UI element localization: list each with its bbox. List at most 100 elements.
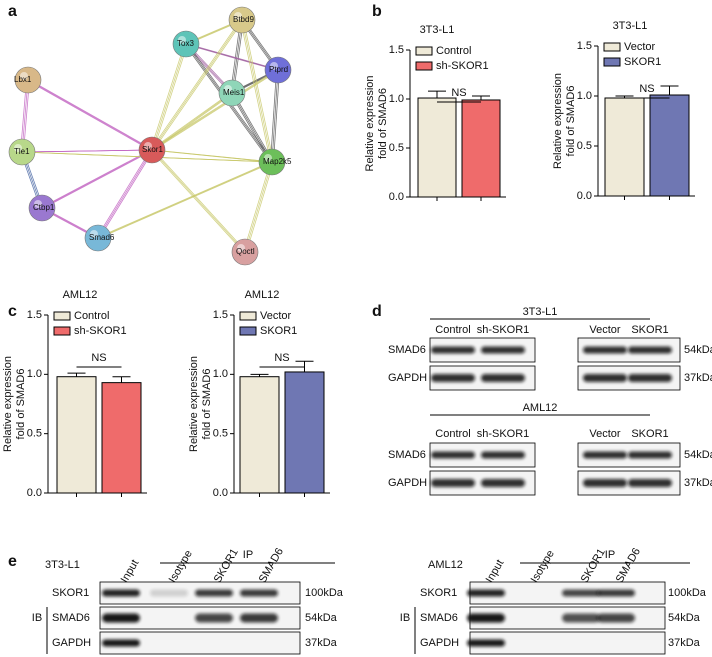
node-label: Skor1 [142,145,163,154]
y-tick-label: 0.5 [389,142,404,154]
legend-label: sh-SKOR1 [74,325,127,337]
network-edge [151,43,187,151]
lane-label: SMAD6 [257,546,286,585]
size-label: 100kDa [305,587,344,599]
y-tick-label: 0.5 [577,140,592,152]
panel-label: d [372,303,382,320]
node-label: Lbx1 [14,75,32,84]
bar [101,382,142,494]
blot-band [467,589,505,597]
network-edge [97,149,153,239]
chart-title: 3T3-L1 [613,20,648,32]
size-label: 37kDa [668,637,701,649]
network-edge [43,149,154,209]
network-edge [184,43,277,71]
blot-band [102,589,140,597]
lane-label: Input [119,558,142,585]
y-tick-label: 1.0 [389,93,404,105]
y-tick-label: 1.5 [27,309,42,321]
legend-label: Vector [260,310,292,322]
network-edge [26,79,151,151]
network-edge [99,161,274,239]
legend-label: SKOR1 [260,325,297,337]
legend-swatch [53,326,71,336]
node-label: Qoctl [236,247,255,256]
network-edge [96,161,271,239]
cell-line-label: 3T3-L1 [45,559,80,571]
lane-label: Isotype [167,548,195,585]
blot-band [562,589,600,597]
significance-label: NS [274,352,289,364]
chart-title: AML12 [245,289,280,301]
blot-band [102,639,140,647]
lane-label: Vector [589,324,621,336]
ib-label: IB [400,612,410,624]
lane-label: Input [484,558,507,585]
blot-band [240,589,278,597]
node-highlight [224,85,232,93]
blot-band [562,613,600,623]
node-label: Tox3 [177,39,194,48]
node-highlight [20,72,28,80]
node-highlight [264,154,272,162]
node-label: Map2k5 [263,157,292,166]
blot-band [195,613,233,623]
lane-label: Control [435,324,470,336]
y-tick-label: 0.0 [389,191,404,203]
y-tick-label: 1.0 [213,368,228,380]
blot-band [150,589,188,597]
network-edge [23,149,154,153]
legend-swatch [53,311,71,321]
bar [239,376,280,494]
node-highlight [34,200,42,208]
node-label: Btbd9 [233,15,254,24]
size-label: 54kDa [305,612,338,624]
significance-label: NS [639,83,654,95]
network-edge [185,43,279,71]
node-highlight [14,144,22,152]
row-label: GAPDH [420,637,459,649]
y-axis-label: Relative expression [552,73,564,169]
node-highlight [90,230,98,238]
y-axis-label: Relative expression [2,356,14,452]
blot-band [628,451,672,459]
blot-band [583,346,627,354]
network-edge [150,149,244,253]
network: Btbd9 Tox3 Ptprd Meis1 Lbx1 Tle1 Skor1 Map2k5 Ct… [8,6,292,266]
panel-label: e [8,553,17,570]
y-tick-label: 0.5 [213,428,228,440]
y-tick-label: 0.5 [27,428,42,440]
network-edge [41,149,153,209]
lane-label: Control [435,428,470,440]
blot-band [481,346,525,354]
blot-title: AML12 [523,402,558,414]
network-edge [40,149,151,209]
row-label: SMAD6 [420,612,458,624]
network-edge [153,69,280,151]
size-label: 100kDa [668,587,707,599]
significance-label: NS [451,87,466,99]
row-label: SKOR1 [420,587,457,599]
network-edge [150,92,231,151]
node-highlight [237,244,245,252]
chart-title: AML12 [63,289,98,301]
network-edge [241,19,273,163]
network-edge [271,69,279,163]
lane-label: sh-SKOR1 [477,324,530,336]
bar [461,99,501,198]
row-label: SMAD6 [52,612,90,624]
panel-label: b [372,3,382,20]
node-label: Meis1 [223,88,245,97]
blot-band [583,479,627,487]
network-edge [246,161,274,253]
blot-band [583,451,627,459]
row-label: SMAD6 [388,449,426,461]
size-label: 54kDa [684,449,712,461]
blot-band [481,451,525,459]
significance-label: NS [91,352,106,364]
network-edge [151,19,243,151]
blot-band [583,374,627,382]
blot-band [597,613,635,623]
network-edge [153,43,188,151]
blot-band [628,479,672,487]
